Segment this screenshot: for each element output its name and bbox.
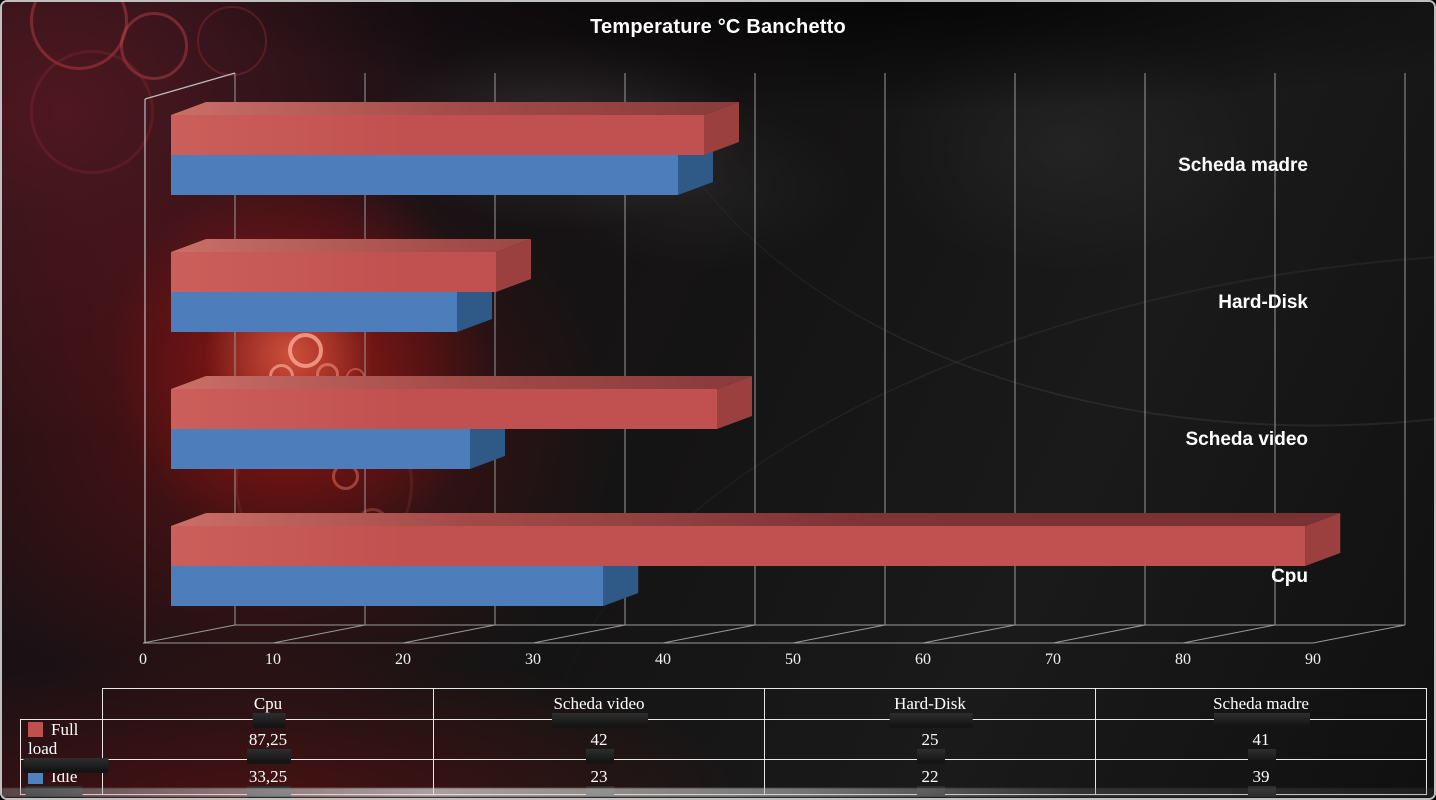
value-full-load-cpu: 87,25 (247, 729, 291, 764)
bar-full-load-scheda-video (171, 389, 717, 429)
column-header-hard-disk-text: Hard-Disk (894, 694, 966, 713)
floor-gridline (1182, 624, 1276, 644)
bar-full-load-cpu (171, 526, 1306, 566)
floor-gridline (662, 624, 756, 644)
column-header-cpu-text: Cpu (253, 694, 283, 713)
data-table: Cpu Scheda video Hard-Disk Scheda madre Full… (20, 688, 1427, 798)
bar-full-load-cap-hard-disk (496, 239, 531, 292)
x-axis-tick-label: 90 (1305, 651, 1321, 668)
table-column-header-cpu: Cpu (102, 688, 434, 728)
value-idle-scheda-madre: 39 (1248, 767, 1276, 798)
value-full-load-cpu-text: 87,25 (248, 729, 288, 749)
cell-shadow-tab (1213, 713, 1310, 728)
legend-label-full-load: Full load (28, 720, 79, 758)
value-idle-cpu-text: 33,25 (248, 767, 288, 786)
floor-gridline (142, 624, 236, 644)
bar-idle-cap-scheda-video (470, 416, 505, 469)
floor-gridline (532, 624, 626, 644)
x-axis-tick-label: 0 (139, 651, 147, 668)
x-axis-tick-label: 10 (265, 651, 281, 668)
floor-gridline (272, 624, 366, 644)
bar-idle-scheda-madre (171, 155, 678, 195)
floor-gridline (1052, 624, 1146, 644)
value-full-load-scheda-madre: 41 (1248, 729, 1276, 764)
wall-top-edge (144, 72, 236, 100)
bar-idle-cap-scheda-madre (678, 142, 713, 195)
x-axis-tick-label: 40 (655, 651, 671, 668)
x-axis-tick-label: 20 (395, 651, 411, 668)
bottom-edge-highlight (2, 788, 1434, 797)
value-full-load-hard-disk: 25 (917, 729, 945, 764)
cell-shadow-tab (551, 713, 648, 728)
category-label-cpu: Cpu (1271, 566, 1308, 587)
category-label-scheda-video: Scheda video (1185, 429, 1309, 450)
x-axis-tick-label: 70 (1045, 651, 1061, 668)
value-full-load-hard-disk-text: 25 (921, 729, 939, 749)
bar-full-load-scheda-madre (171, 115, 704, 155)
column-header-cpu: Cpu (252, 694, 286, 728)
table-column-header-scheda-video: Scheda video (433, 688, 765, 728)
value-idle-scheda-video: 23 (586, 767, 614, 798)
category-label-scheda-madre: Scheda madre (1178, 155, 1308, 176)
cell-shadow-tab (247, 748, 291, 764)
bar-idle-scheda-video (171, 429, 470, 469)
category-label-hard-disk: Hard-Disk (1218, 292, 1308, 313)
bar-group-hard-disk (171, 239, 531, 332)
floor-gridline (1312, 624, 1406, 644)
cell-shadow-tab (586, 748, 614, 764)
bar-full-load-cap-scheda-video (717, 376, 752, 429)
value-full-load-scheda-video: 42 (586, 729, 614, 764)
bar-full-load-top-hard-disk (171, 239, 531, 252)
chart-title: Temperature °C Banchetto (590, 16, 846, 38)
cell-shadow-tab (917, 748, 945, 764)
cell-shadow-tab (23, 758, 109, 773)
bar-idle-cap-cpu (603, 553, 639, 606)
floor-gridline (922, 624, 1016, 644)
table-corner-cell (21, 689, 103, 720)
column-header-scheda-video: Scheda video (551, 694, 648, 728)
x-axis-tick-label: 30 (525, 651, 541, 668)
bar-group-scheda-madre (171, 102, 739, 195)
column-header-scheda-madre-text: Scheda madre (1213, 694, 1309, 713)
value-full-load-scheda-video-text: 42 (590, 729, 608, 749)
column-header-hard-disk: Hard-Disk (889, 694, 973, 728)
x-axis-tick-label: 80 (1175, 651, 1191, 668)
legend-content-full-load: Full load (23, 720, 109, 773)
bar-full-load-top-scheda-madre (171, 102, 739, 115)
x-axis-tick-label: 60 (915, 651, 931, 668)
bar-full-load-top-cpu (171, 513, 1341, 526)
cell-shadow-tab (889, 713, 973, 728)
legend-item-full-load: Full load (20, 719, 109, 773)
bar-full-load-hard-disk (171, 252, 496, 292)
value-full-load-scheda-madre-text: 41 (1252, 729, 1270, 749)
value-idle-scheda-madre-text: 39 (1252, 767, 1270, 786)
bar-idle-hard-disk (171, 292, 457, 332)
x-axis-tick-label: 50 (785, 651, 801, 668)
column-header-scheda-video-text: Scheda video (553, 694, 645, 713)
column-header-scheda-madre: Scheda madre (1213, 694, 1310, 728)
cell-shadow-tab (252, 713, 286, 728)
legend-swatch-full-load (28, 722, 43, 737)
table-column-header-hard-disk: Hard-Disk (764, 688, 1096, 728)
value-idle-hard-disk-text: 22 (921, 767, 939, 786)
bar-group-cpu (171, 513, 1341, 606)
bar-full-load-cap-scheda-madre (704, 102, 739, 155)
bar-full-load-cap-cpu (1305, 513, 1341, 566)
floor-gridline (402, 624, 496, 644)
value-idle-hard-disk: 22 (917, 767, 945, 798)
bar-idle-cap-hard-disk (457, 279, 492, 332)
table-header-row: Cpu Scheda video Hard-Disk Scheda madre (21, 688, 1427, 728)
floor-gridline (792, 624, 886, 644)
value-idle-cpu: 33,25 (247, 767, 291, 798)
value-idle-scheda-video-text: 23 (590, 767, 608, 786)
cell-shadow-tab (1248, 748, 1276, 764)
table-column-header-scheda-madre: Scheda madre (1095, 688, 1427, 728)
bar-full-load-top-scheda-video (171, 376, 752, 389)
bar-idle-cpu (171, 566, 604, 606)
bar-group-scheda-video (171, 376, 752, 469)
